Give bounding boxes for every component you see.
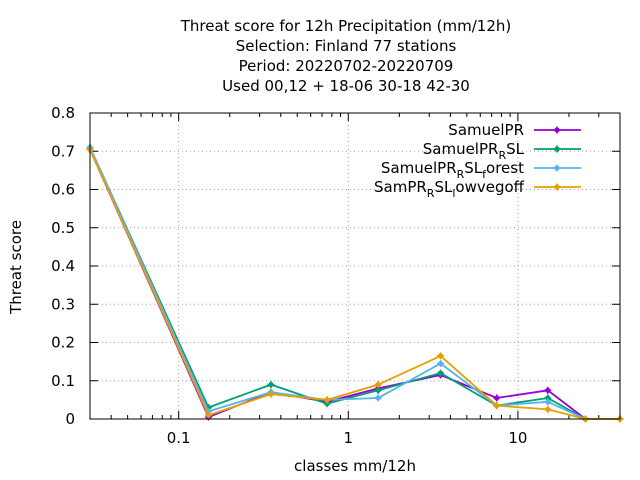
x-tick-label: 1	[344, 429, 354, 447]
data-point	[544, 405, 552, 413]
data-point-dot	[268, 391, 274, 397]
y-tick-label: 0.3	[51, 295, 75, 313]
data-point-dot	[324, 401, 330, 407]
title-line: Used 00,12 + 18-06 30-18 42-30	[222, 77, 470, 95]
data-point	[553, 145, 561, 153]
data-point-dot	[554, 127, 560, 133]
data-point	[553, 183, 561, 191]
x-tick-label: 0.1	[167, 429, 191, 447]
legend-label: SamuelPR	[448, 121, 524, 139]
chart-title: Threat score for 12h Precipitation (mm/1…	[180, 17, 512, 95]
data-point	[553, 126, 561, 134]
series-line	[89, 147, 620, 420]
data-point	[374, 394, 382, 402]
data-point	[544, 386, 552, 394]
data-point-dot	[554, 165, 560, 171]
data-point-dot	[437, 360, 444, 367]
data-point-dot	[375, 387, 381, 393]
plot-frame	[89, 112, 621, 420]
x-axis-label: classes mm/12h	[294, 457, 416, 475]
data-point	[205, 411, 213, 419]
data-point-dot	[545, 395, 551, 401]
data-point	[374, 381, 382, 389]
title-line: Selection: Finland 77 stations	[236, 37, 457, 55]
data-point-dot	[545, 399, 551, 405]
series-line	[89, 148, 620, 420]
data-point-dot	[205, 412, 212, 418]
data-point	[493, 402, 501, 410]
y-tick-label: 0.4	[51, 257, 75, 275]
data-point	[437, 352, 445, 360]
data-point-dot	[268, 381, 274, 388]
data-point-dot	[437, 370, 444, 376]
data-point-dot	[494, 403, 500, 409]
y-tick-label: 0.1	[51, 372, 75, 390]
y-tick-label: 0	[65, 410, 75, 428]
data-point	[437, 369, 445, 377]
data-point-dot	[494, 395, 500, 401]
data-point-dot	[324, 397, 330, 403]
data-point-dot	[437, 353, 444, 359]
y-tick-label: 0.2	[51, 334, 75, 352]
data-point-dot	[554, 184, 560, 190]
series-line	[89, 147, 620, 420]
data-point-dot	[375, 395, 381, 401]
data-point	[437, 360, 445, 368]
data-point	[493, 394, 501, 402]
y-tick-label: 0.5	[51, 219, 75, 237]
y-axis-label: Threat score	[7, 220, 25, 315]
legend-item: SamuelPR	[448, 121, 581, 139]
data-point-dot	[545, 387, 551, 393]
legend-item: SamuelPRRSLforest	[381, 159, 581, 181]
data-point-dot	[375, 381, 381, 388]
legend-item: SamPRRSLlowvegoff	[374, 178, 581, 200]
series-sampr-rsl-lowvegoff	[86, 145, 624, 423]
data-point	[323, 396, 331, 404]
y-tick-label: 0.6	[51, 181, 75, 199]
data-point	[267, 390, 275, 398]
y-tick-label: 0.8	[51, 104, 75, 122]
data-point	[267, 381, 275, 389]
legend-label: SamuelPRRSL	[423, 140, 525, 162]
legend: SamuelPRSamuelPRRSLSamuelPRRSLforestSamP…	[374, 121, 581, 200]
x-tick-label: 10	[508, 429, 527, 447]
y-tick-label: 0.7	[51, 142, 75, 160]
title-line: Period: 20220702-20220709	[239, 57, 454, 75]
data-point-dot	[554, 146, 560, 152]
title-line: Threat score for 12h Precipitation (mm/1…	[180, 17, 512, 35]
grid	[90, 113, 620, 419]
data-point	[544, 398, 552, 406]
legend-item: SamuelPRRSL	[423, 140, 581, 162]
legend-label: SamuelPRRSLforest	[381, 159, 524, 181]
series-lines	[86, 143, 624, 423]
legend-label: SamPRRSLlowvegoff	[374, 178, 525, 200]
ticks: 0 0.1 0.2 0.3 0.4 0.5 0.6 0.7 0.8 0.1 1 10	[51, 104, 620, 447]
data-point	[553, 164, 561, 172]
data-point-dot	[545, 406, 551, 413]
